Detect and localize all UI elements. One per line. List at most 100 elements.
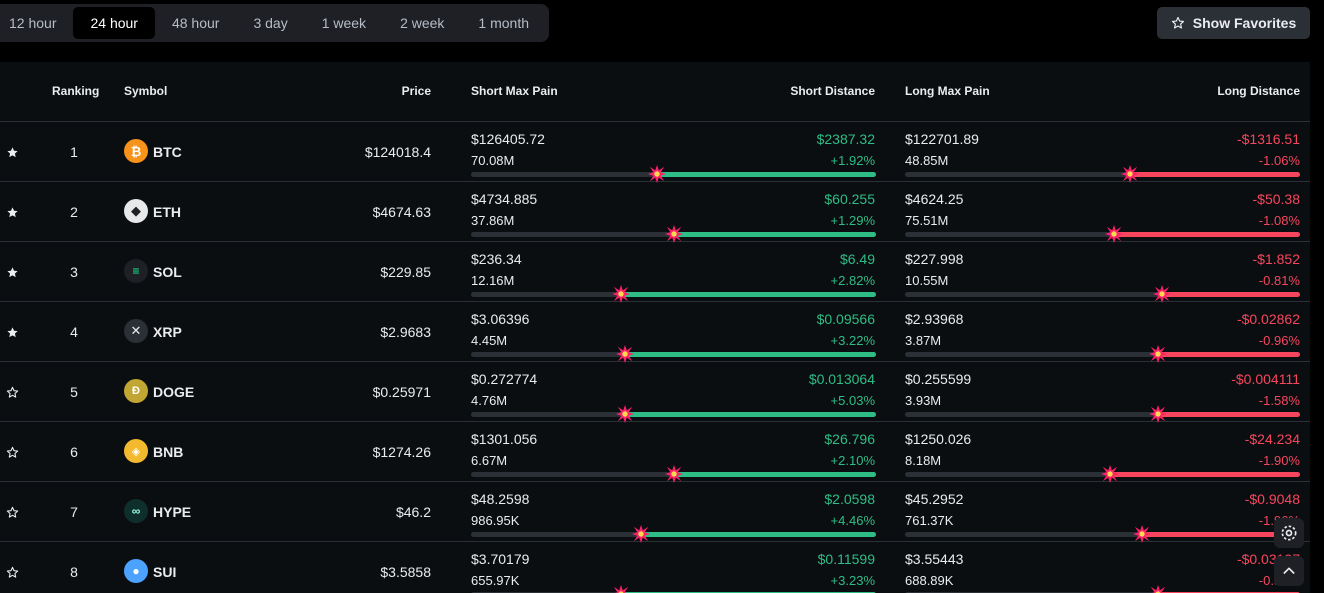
table-row[interactable]: 2 ◆ ETH $4674.63 $4734.885 37.86M $60.255 +1.29… [0, 182, 1310, 243]
col-short-max-pain[interactable]: Short Max Pain [471, 84, 558, 98]
symbol-label[interactable]: ETH [153, 204, 181, 220]
scroll-to-top-button[interactable] [1274, 556, 1304, 586]
star-filled-icon[interactable] [6, 206, 19, 219]
tab-1-week[interactable]: 1 week [321, 15, 367, 31]
short-bar-fill [624, 412, 876, 417]
long-max-pain-price: $227.998 [905, 251, 964, 267]
burst-icon [615, 405, 634, 423]
long-distance-value: -$0.9048 [1244, 491, 1300, 507]
long-max-pain-volume: 8.18M [905, 453, 942, 468]
burst-icon [611, 285, 630, 303]
symbol-label[interactable]: BTC [153, 144, 182, 160]
short-max-pain-price: $48.2598 [471, 491, 530, 507]
star-outline-icon[interactable] [6, 386, 19, 399]
long-max-pain-price: $2.93968 [905, 311, 964, 327]
short-distance-percent: +5.03% [830, 393, 875, 408]
star-filled-icon[interactable] [6, 146, 19, 159]
short-max-pain-price: $236.34 [471, 251, 522, 267]
rank-value: 6 [70, 444, 78, 460]
short-max-pain-volume: 4.76M [471, 393, 508, 408]
col-long-distance[interactable]: Long Distance [1217, 84, 1300, 98]
short-max-pain-volume: 70.08M [471, 153, 515, 168]
long-max-pain-price: $0.255599 [905, 371, 972, 387]
star-outline-icon [1171, 16, 1184, 29]
short-distance-percent: +2.82% [830, 273, 875, 288]
rank-value: 2 [70, 204, 78, 220]
long-max-pain-volume: 3.87M [905, 333, 942, 348]
long-distance-percent: -1.90% [1258, 453, 1300, 468]
long-bar-fill [1157, 412, 1300, 417]
long-distance-value: -$0.004111 [1231, 371, 1300, 387]
short-max-pain-price: $1301.056 [471, 431, 538, 447]
long-bar-fill [1114, 232, 1300, 237]
short-max-pain-volume: 37.86M [471, 213, 515, 228]
burst-icon [1148, 345, 1167, 363]
symbol-label[interactable]: BNB [153, 444, 184, 460]
long-max-pain-volume: 75.51M [905, 213, 949, 228]
table-row[interactable]: 8 ● SUI $3.5858 $3.70179 655.97K $0.11599 +3.23… [0, 542, 1310, 593]
rank-value: 3 [70, 264, 78, 280]
short-bar-fill [673, 232, 876, 237]
show-favorites-button[interactable]: Show Favorites [1157, 7, 1310, 39]
long-max-pain-volume: 10.55M [905, 273, 949, 288]
xrp-icon: ✕ [124, 319, 148, 343]
long-distance-bar [905, 345, 1300, 363]
col-price[interactable]: Price [401, 84, 431, 98]
price-value: $229.85 [380, 264, 431, 280]
long-distance-percent: -1.58% [1258, 393, 1300, 408]
short-max-pain-price: $0.272774 [471, 371, 538, 387]
short-bar-fill [673, 472, 876, 477]
settings-button[interactable] [1274, 518, 1304, 548]
short-distance-percent: +1.92% [830, 153, 875, 168]
burst-icon [1101, 465, 1120, 483]
symbol-label[interactable]: HYPE [153, 504, 192, 520]
symbol-label[interactable]: SOL [153, 264, 182, 280]
long-max-pain-volume: 688.89K [905, 573, 954, 588]
col-symbol[interactable]: Symbol [124, 84, 168, 98]
short-distance-value: $0.11599 [817, 551, 875, 567]
symbol-label[interactable]: DOGE [153, 384, 195, 400]
table-row[interactable]: 4 ✕ XRP $2.9683 $3.06396 4.45M $0.09566 +3.22% $… [0, 302, 1310, 363]
short-bar-fill [624, 352, 876, 357]
star-outline-icon[interactable] [6, 566, 19, 579]
rank-value: 7 [70, 504, 78, 520]
ethereum-icon: ◆ [124, 199, 148, 223]
table-row[interactable]: 5 Ð DOGE $0.25971 $0.272774 4.76M $0.013064 +5.… [0, 362, 1310, 423]
burst-icon [664, 225, 683, 243]
col-ranking[interactable]: Ranking [52, 84, 100, 98]
price-value: $2.9683 [380, 324, 431, 340]
long-bar-fill [1130, 172, 1300, 177]
tab-2-week[interactable]: 2 week [400, 15, 445, 31]
tab-24-hour[interactable]: 24 hour [73, 7, 155, 39]
table-row[interactable]: 7 ∞ HYPE $46.2 $48.2598 986.95K $2.0598 +4.46% $… [0, 482, 1310, 543]
long-distance-value: -$24.234 [1244, 431, 1300, 447]
burst-icon [1148, 405, 1167, 423]
tab-3-day[interactable]: 3 day [253, 15, 288, 31]
tab-12-hour[interactable]: 12 hour [9, 15, 57, 31]
price-value: $4674.63 [372, 204, 431, 220]
table-row[interactable]: 6 ◈ BNB $1274.26 $1301.056 6.67M $26.796 +2.10%… [0, 422, 1310, 483]
table-row[interactable]: 3 ≡ SOL $229.85 $236.34 12.16M $6.49 +2.82% $227… [0, 242, 1310, 303]
star-filled-icon[interactable] [6, 266, 19, 279]
tab-1-month[interactable]: 1 month [478, 15, 530, 31]
star-outline-icon[interactable] [6, 506, 19, 519]
symbol-label[interactable]: SUI [153, 564, 177, 580]
short-distance-bar [471, 225, 876, 243]
show-favorites-label: Show Favorites [1192, 15, 1297, 31]
col-long-max-pain[interactable]: Long Max Pain [905, 84, 990, 98]
star-filled-icon[interactable] [6, 326, 19, 339]
long-distance-value: -$1.852 [1252, 251, 1300, 267]
long-max-pain-price: $4624.25 [905, 191, 964, 207]
bnb-icon: ◈ [124, 439, 148, 463]
table-row[interactable]: 1 ₿ BTC $124018.4 $126405.72 70.08M $2387.32 +1… [0, 122, 1310, 183]
tab-48-hour[interactable]: 48 hour [171, 15, 220, 31]
table-body: 1 ₿ BTC $124018.4 $126405.72 70.08M $2387.32 +1… [0, 122, 1310, 593]
short-bar-fill [620, 292, 876, 297]
star-outline-icon[interactable] [6, 446, 19, 459]
col-short-distance[interactable]: Short Distance [790, 84, 875, 98]
chevron-up-icon [1283, 567, 1295, 574]
symbol-label[interactable]: XRP [153, 324, 182, 340]
long-bar-fill [1110, 472, 1300, 477]
short-max-pain-price: $126405.72 [471, 131, 545, 147]
solana-icon: ≡ [124, 259, 148, 283]
